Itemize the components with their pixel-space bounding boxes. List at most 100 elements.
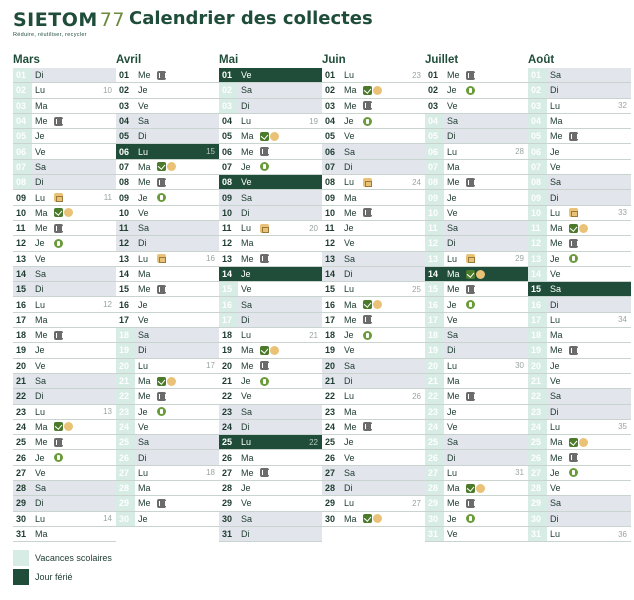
yellow-bin-icon — [270, 345, 279, 355]
day-row: 21 Ve — [528, 373, 631, 390]
weekday: Me — [35, 330, 48, 341]
weekday: Me — [550, 131, 563, 142]
day-row: 14 Sa — [13, 266, 116, 283]
weekday: Ma — [550, 223, 563, 234]
day-row: 11 Sa — [425, 220, 528, 237]
trash-icon — [363, 208, 372, 218]
day-row: 29 Di — [13, 496, 116, 512]
week-number: 30 — [515, 361, 524, 371]
weekday: Je — [344, 116, 354, 127]
weekday: Ma — [138, 269, 151, 279]
trash-icon — [569, 131, 578, 141]
day-number: 07 — [325, 161, 336, 172]
glass-collection-icon — [54, 453, 63, 463]
day-number: 20 — [425, 358, 444, 373]
day-row: 18 Me — [13, 328, 116, 344]
day-number: 08 — [425, 175, 444, 190]
day-number: 05 — [13, 129, 32, 144]
day-row: 15 Me — [116, 282, 219, 298]
day-row: 27 Lu 31 — [425, 465, 528, 482]
day-row: 26 Ve — [322, 450, 425, 466]
day-row: 10 Di — [219, 205, 322, 221]
day-row: 07 Di — [322, 159, 425, 176]
day-row: 04 Sa — [425, 113, 528, 130]
day-number: 09 — [16, 192, 27, 203]
trash-icon — [466, 391, 475, 401]
weekday: Ma — [138, 376, 151, 387]
day-number: 29 — [116, 496, 135, 511]
weekday: Me — [447, 177, 460, 188]
weekday: Ma — [35, 100, 48, 111]
weekday: Lu — [550, 529, 561, 540]
day-row: 15 Lu 25 — [322, 282, 425, 298]
weekday: Sa — [344, 467, 356, 478]
weekday: Lu — [447, 360, 458, 371]
weekday: Lu — [35, 85, 46, 96]
weekday: Ma — [241, 345, 254, 356]
weekday: Ma — [241, 452, 254, 463]
recycling-check-icon — [569, 223, 578, 233]
weekday: Je — [35, 238, 45, 249]
glass-collection-icon — [260, 376, 269, 386]
day-number: 07 — [119, 161, 130, 172]
day-row: 13 Me — [219, 252, 322, 267]
day-number: 18 — [528, 328, 547, 343]
weekday: Ma — [447, 161, 460, 172]
day-number: 05 — [119, 131, 130, 142]
day-row: 30 Di — [528, 511, 631, 527]
week-number: 29 — [515, 254, 524, 264]
day-number: 28 — [528, 481, 547, 496]
day-number: 01 — [13, 68, 32, 83]
day-number: 11 — [16, 223, 26, 234]
day-row: 24 Me — [322, 420, 425, 436]
weekday: Lu — [138, 467, 149, 478]
day-row: 15 Me — [425, 282, 528, 298]
day-number: 14 — [16, 269, 27, 279]
weekday: Je — [138, 406, 148, 417]
day-row: 28 Ma — [425, 481, 528, 497]
day-number: 16 — [219, 297, 238, 312]
day-row: 18 Lu 21 — [219, 328, 322, 344]
day-number: 19 — [116, 343, 135, 358]
day-number: 13 — [425, 251, 444, 266]
weekday: Ma — [550, 437, 563, 448]
weekday: Lu — [344, 284, 355, 295]
weekday: Di — [241, 314, 250, 325]
day-number: 12 — [119, 238, 130, 249]
week-number: 21 — [309, 330, 318, 340]
month-name: Juin — [322, 54, 346, 66]
recycling-check-icon — [54, 422, 63, 432]
day-number: 22 — [325, 391, 336, 402]
yellow-bin-icon — [64, 208, 73, 218]
weekday: Me — [344, 207, 357, 218]
weekday: Lu — [35, 513, 46, 524]
weekday: Lu — [447, 146, 458, 157]
weekday: Ve — [344, 452, 355, 463]
weekday: Lu — [138, 360, 149, 371]
day-number: 16 — [16, 299, 27, 310]
day-number: 31 — [222, 529, 233, 540]
month-column: Mai 01 Ve 02 Sa 03 Di 04 Lu 19 05 Ma 06 Me 07 Je 08 Ve 09 S… — [219, 53, 322, 543]
weekday: Je — [344, 330, 354, 341]
day-number: 07 — [425, 159, 444, 175]
recycling-check-icon — [157, 376, 166, 386]
weekday: Di — [35, 177, 44, 188]
day-row: 12 Me — [528, 236, 631, 252]
bulky-waste-icon — [569, 208, 578, 218]
weekday: Ma — [344, 299, 357, 310]
day-number: 17 — [219, 312, 238, 328]
day-number: 31 — [528, 526, 547, 542]
day-row: 28 Sa — [13, 481, 116, 497]
day-row: 01 Lu 23 — [322, 68, 425, 84]
day-row: 10 Me — [322, 206, 425, 221]
day-number: 21 — [325, 376, 336, 387]
day-row: 28 Je — [219, 481, 322, 497]
day-number: 26 — [116, 450, 135, 465]
weekday: Je — [447, 192, 457, 203]
weekday: Je — [550, 253, 560, 264]
day-number: 13 — [16, 253, 27, 264]
day-number: 26 — [222, 452, 233, 463]
recycling-check-icon — [569, 437, 578, 447]
weekday: Di — [35, 284, 44, 295]
weekday: Sa — [138, 330, 150, 341]
